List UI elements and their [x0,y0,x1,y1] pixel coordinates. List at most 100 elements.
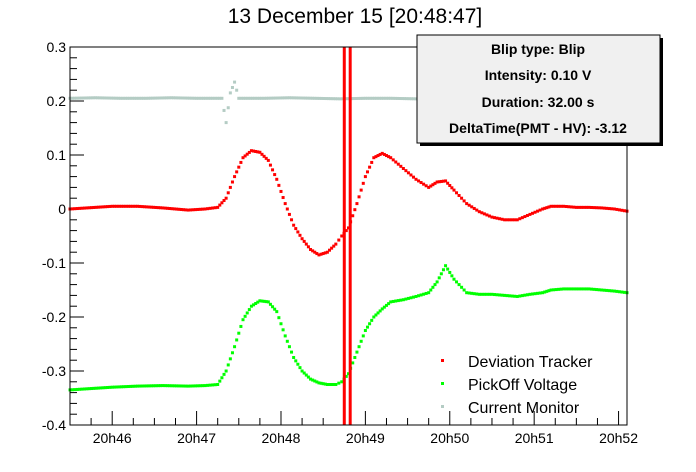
data-sample [513,294,517,298]
data-sample [487,214,491,218]
data-sample [82,96,86,100]
data-sample [457,283,461,287]
data-sample [340,97,344,101]
data-sample [260,299,264,303]
data-sample [323,382,327,386]
data-point [338,97,342,101]
data-sample [126,96,130,100]
data-sample [487,292,491,296]
data-sample [145,384,149,388]
data-point [220,96,224,100]
data-sample [290,350,294,354]
data-sample [313,379,317,383]
data-point [249,304,253,308]
data-sample [152,205,156,209]
data-sample [112,204,116,208]
info-duration: Duration: 32.00 s [482,94,595,110]
data-sample [378,309,382,313]
data-sample [605,288,609,292]
data-sample [552,288,556,292]
data-sample [441,179,445,183]
data-sample [175,384,179,388]
data-sample [441,268,445,272]
data-sample [569,287,573,291]
data-sample [396,162,400,166]
data-sample [271,305,275,309]
data-sample [299,96,303,100]
data-sample [177,384,181,388]
data-sample [391,158,395,162]
data-sample [493,293,497,297]
data-sample [185,96,189,100]
data-sample [271,168,275,172]
data-sample [256,300,260,304]
data-point [325,383,329,386]
data-point [587,205,591,209]
data-sample [311,378,315,382]
data-sample [239,160,243,164]
data-sample [545,289,549,293]
data-sample [538,208,542,212]
data-sample [460,285,464,289]
data-sample [407,97,411,101]
data-sample [382,305,386,309]
data-sample [87,206,91,210]
data-sample [112,96,116,100]
data-sample [256,150,260,154]
data-sample [462,288,466,292]
data-point [119,96,123,100]
data-point [562,287,566,291]
data-point [266,300,270,304]
data-sample [96,96,100,100]
data-point [427,185,431,189]
data-sample [267,96,271,100]
data-sample [178,96,182,100]
data-sample [536,291,540,295]
y-tick-label: -0.2 [42,309,66,325]
data-sample [327,97,331,101]
data-sample [376,154,380,158]
data-sample [89,387,93,391]
data-sample [329,97,333,101]
data-sample [376,311,380,315]
data-sample [310,96,314,100]
data-point [144,96,148,100]
info-delta-time: DeltaTime(PMT - HV): -3.12 [449,120,627,136]
data-point [195,96,199,100]
data-sample [277,183,281,187]
data-sample [361,334,365,338]
data-sample [607,207,611,211]
data-sample [417,294,421,298]
data-sample [197,96,201,100]
data-point [600,288,604,292]
data-sample [260,96,264,100]
data-sample [374,313,378,317]
data-point [313,96,317,100]
data-sample [384,303,388,307]
data-sample [480,211,484,215]
data-sample [500,217,504,221]
data-sample [602,206,606,210]
data-sample [131,204,135,208]
y-tick-label: 0 [58,201,66,217]
data-sample [536,209,540,213]
data-sample [398,96,402,100]
data-sample [482,212,486,216]
data-sample [375,96,379,100]
data-sample [160,96,164,100]
x-tick-label: 20h47 [177,430,216,446]
data-sample [564,205,568,209]
data-sample [315,380,319,384]
y-axis-ticks: -0.4 -0.3 -0.2 -0.1 0 0.1 0.2 0.3 [42,39,84,433]
data-sample [101,386,105,390]
data-sample [379,96,383,100]
data-sample [597,288,601,292]
data-sample [277,316,281,320]
data-sample [412,97,416,101]
data-sample [429,288,433,292]
data-sample [133,384,137,388]
data-sample [159,384,163,388]
data-sample [222,198,226,202]
data-sample [480,292,484,296]
blip-markers [342,47,352,425]
